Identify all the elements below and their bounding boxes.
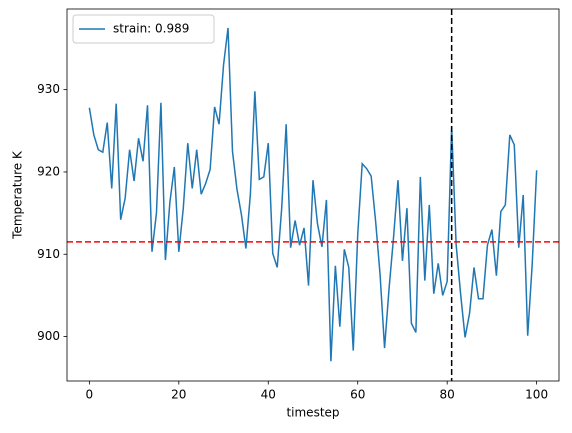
y-tick-label: 920 bbox=[37, 164, 60, 178]
y-axis-label: Temperature K bbox=[11, 150, 25, 240]
y-tick-label: 910 bbox=[37, 247, 60, 261]
x-tick-label: 20 bbox=[171, 388, 186, 402]
x-tick-label: 60 bbox=[350, 388, 365, 402]
x-tick-label: 100 bbox=[525, 388, 548, 402]
x-tick-label: 40 bbox=[261, 388, 276, 402]
plot-frame bbox=[66, 8, 560, 382]
y-tick-label: 930 bbox=[37, 82, 60, 96]
legend-label: strain: 0.989 bbox=[113, 22, 189, 36]
data-line bbox=[88, 27, 538, 362]
y-tick-label: 900 bbox=[37, 329, 60, 343]
x-tick-label: 0 bbox=[86, 388, 94, 402]
x-axis-label: timestep bbox=[286, 406, 339, 420]
legend-box bbox=[72, 14, 215, 44]
x-tick-label: 80 bbox=[440, 388, 455, 402]
